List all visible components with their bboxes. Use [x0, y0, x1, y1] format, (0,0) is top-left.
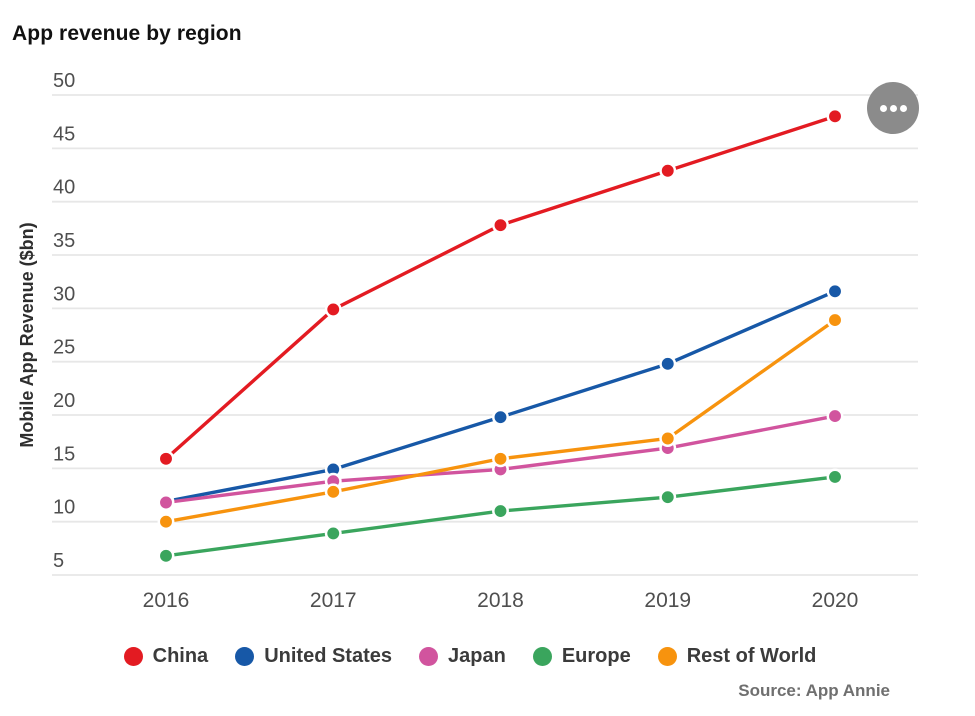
legend-swatch-united-states: [235, 646, 255, 666]
line-rest-of-world: [164, 318, 837, 524]
legend-item-rest-of-world: Rest of World: [657, 644, 817, 668]
y-axis-title: Mobile App Revenue ($bn): [17, 222, 37, 447]
point-japan-2017: [324, 472, 342, 490]
point-rest-of-world-2017: [324, 483, 342, 501]
point-europe-2020: [826, 468, 844, 486]
legend-swatch-europe: [532, 646, 552, 666]
legend-label: Europe: [561, 644, 631, 667]
x-tick-label-2018: 2018: [477, 589, 524, 612]
x-tick-label-2019: 2019: [644, 589, 691, 612]
point-rest-of-world-2018: [492, 450, 509, 468]
point-china-2020: [826, 107, 844, 125]
point-rest-of-world-2020: [826, 311, 844, 329]
y-tick-label-25: 25: [53, 337, 75, 359]
y-tick-label-35: 35: [53, 230, 75, 252]
y-tick-label-10: 10: [53, 497, 75, 519]
legend-swatch-japan: [419, 646, 438, 666]
line-europe: [164, 475, 837, 558]
point-europe-2019: [659, 488, 677, 506]
point-united-states-2019: [659, 355, 677, 373]
point-europe-2016: [157, 547, 175, 565]
y-tick-label-20: 20: [53, 390, 75, 412]
line-united-states: [164, 289, 837, 504]
x-tick-label-2017: 2017: [310, 589, 357, 612]
point-japan-2019: [659, 439, 677, 457]
legend-item-japan: Japan: [419, 645, 506, 668]
x-tick-label-2016: 2016: [143, 589, 190, 612]
legend-swatch-rest-of-world: [657, 646, 677, 666]
y-tick-label-40: 40: [53, 177, 75, 199]
point-china-2018: [492, 216, 509, 234]
legend-label: China: [152, 644, 209, 667]
y-tick-label-5: 5: [53, 550, 64, 572]
point-japan-2016: [157, 494, 175, 511]
point-japan-2018: [492, 460, 509, 478]
point-united-states-2016: [157, 492, 175, 510]
x-tick-label-2020: 2020: [812, 589, 859, 612]
y-tick-label-30: 30: [53, 283, 75, 305]
point-europe-2018: [492, 502, 509, 520]
point-china-2017: [324, 300, 342, 318]
ellipsis-icon: [879, 104, 907, 112]
line-japan: [164, 414, 837, 505]
legend-item-europe: Europe: [532, 644, 631, 668]
chart-legend: China United States Japan Europe Rest of Wor…: [0, 640, 940, 672]
legend-item-china: China: [123, 644, 209, 668]
legend-label: Japan: [448, 644, 506, 667]
legend-swatch-china: [123, 646, 143, 666]
legend-item-united-states: United States: [235, 645, 392, 668]
point-europe-2017: [324, 524, 342, 542]
y-tick-label-15: 15: [53, 443, 75, 465]
point-japan-2020: [826, 407, 844, 425]
y-tick-label-50: 50: [53, 70, 75, 92]
point-china-2019: [659, 162, 677, 180]
y-tick-label-45: 45: [53, 123, 75, 145]
source-attribution: Source: App Annie: [738, 681, 890, 700]
chart-title: App revenue by region: [12, 22, 242, 45]
point-united-states-2020: [826, 282, 844, 300]
legend-label: Rest of World: [686, 644, 817, 667]
point-china-2016: [157, 450, 175, 468]
point-united-states-2017: [324, 460, 342, 478]
legend-label: United States: [264, 644, 392, 667]
chart-menu-button[interactable]: [867, 82, 919, 134]
line-china: [164, 114, 837, 461]
point-united-states-2018: [492, 408, 509, 426]
point-rest-of-world-2016: [157, 513, 175, 531]
point-rest-of-world-2019: [659, 430, 677, 447]
